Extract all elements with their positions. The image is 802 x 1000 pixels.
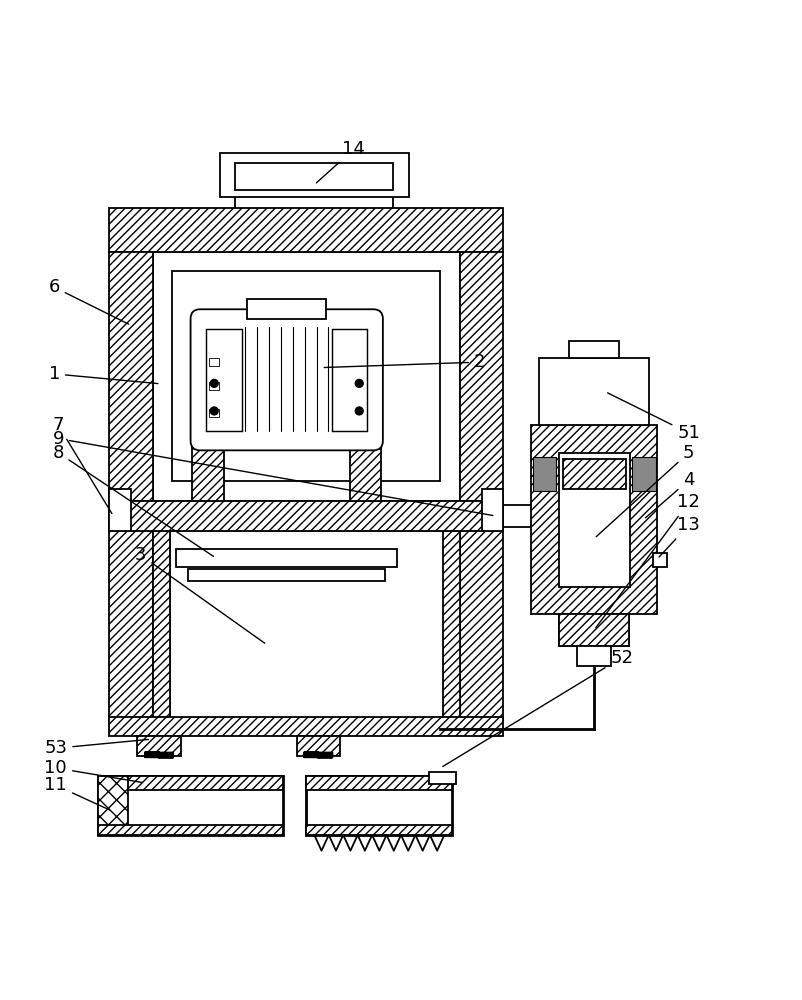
Bar — [176, 549, 397, 567]
Circle shape — [210, 379, 218, 387]
Bar — [206, 329, 241, 431]
Bar — [247, 299, 326, 319]
Bar — [109, 717, 504, 736]
Bar — [98, 825, 283, 835]
Bar — [109, 531, 152, 721]
Bar — [98, 776, 283, 790]
Bar — [533, 457, 557, 491]
Bar — [209, 409, 219, 417]
Text: 11: 11 — [44, 776, 110, 810]
Text: 10: 10 — [44, 759, 142, 782]
Bar — [653, 553, 667, 567]
Text: 13: 13 — [659, 516, 700, 557]
Text: 9: 9 — [52, 430, 493, 515]
Text: 4: 4 — [646, 471, 695, 518]
Bar — [562, 459, 626, 489]
Text: 12: 12 — [596, 493, 700, 628]
Bar — [482, 489, 504, 531]
Circle shape — [355, 379, 363, 387]
Bar — [192, 441, 224, 501]
Bar — [560, 614, 629, 646]
Bar — [443, 531, 460, 721]
Bar — [220, 153, 409, 197]
Bar — [460, 252, 504, 501]
Bar — [152, 531, 170, 721]
Bar — [98, 776, 283, 835]
Bar — [560, 614, 629, 646]
Bar — [109, 252, 152, 501]
FancyBboxPatch shape — [191, 309, 383, 450]
Bar — [306, 776, 452, 790]
Text: 6: 6 — [49, 278, 128, 324]
Text: 51: 51 — [608, 393, 700, 442]
Text: 2: 2 — [324, 353, 485, 371]
Bar — [632, 457, 655, 491]
Bar — [172, 271, 440, 481]
Bar — [539, 358, 650, 425]
Bar — [350, 441, 381, 501]
Bar — [236, 163, 393, 190]
Bar — [306, 776, 452, 835]
Text: 3: 3 — [136, 546, 265, 643]
Bar — [152, 252, 460, 501]
Text: 1: 1 — [49, 365, 158, 384]
Circle shape — [355, 407, 363, 415]
Bar — [569, 341, 619, 358]
Bar — [209, 358, 219, 366]
Bar — [109, 489, 131, 531]
Bar — [332, 329, 367, 431]
Bar — [209, 382, 219, 390]
Bar — [577, 646, 611, 666]
Bar — [297, 736, 340, 756]
Bar — [109, 208, 504, 252]
Text: 5: 5 — [596, 444, 695, 537]
Bar — [137, 736, 180, 756]
Text: 53: 53 — [44, 739, 148, 757]
Circle shape — [210, 407, 218, 415]
Text: 7: 7 — [52, 416, 112, 514]
Bar — [109, 501, 504, 531]
Text: 14: 14 — [316, 140, 365, 183]
Bar — [170, 531, 443, 721]
Bar — [188, 569, 385, 581]
Text: 52: 52 — [443, 649, 633, 767]
Bar — [306, 825, 452, 835]
Bar — [531, 425, 657, 614]
Text: 8: 8 — [52, 444, 213, 556]
Bar — [460, 531, 504, 721]
Bar — [559, 453, 630, 587]
Bar — [98, 776, 128, 835]
Bar — [428, 772, 456, 784]
